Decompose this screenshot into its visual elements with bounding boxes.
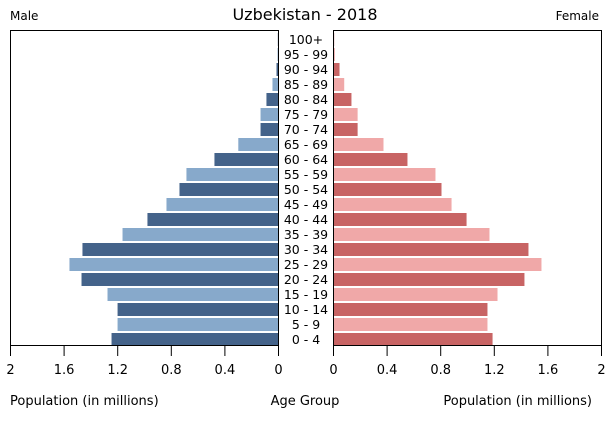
age-group-label: 70 - 74 — [284, 122, 328, 137]
male-plot-frame — [10, 30, 279, 346]
age-group-label: 0 - 4 — [292, 332, 320, 347]
female-bar — [333, 228, 490, 241]
female-bar — [333, 63, 340, 76]
male-bar — [147, 213, 279, 226]
female-bar — [333, 123, 358, 136]
female-tick-label: 0 — [329, 363, 337, 378]
age-group-label: 30 - 34 — [284, 242, 328, 257]
age-group-axis-label: Age Group — [271, 394, 340, 409]
age-group-label: 40 - 44 — [284, 212, 328, 227]
male-bar — [117, 303, 279, 316]
age-group-label: 95 - 99 — [284, 47, 328, 62]
age-group-label: 90 - 94 — [284, 62, 328, 77]
age-group-label: 80 - 84 — [284, 92, 328, 107]
female-bar — [333, 303, 488, 316]
male-bar — [111, 333, 279, 346]
male-bar — [238, 138, 279, 151]
male-tick-label: 0.4 — [215, 363, 236, 378]
female-tick-label: 0.8 — [430, 363, 451, 378]
age-group-label: 5 - 9 — [292, 317, 320, 332]
female-bar — [333, 78, 345, 91]
chart-title: Uzbekistan - 2018 — [232, 5, 377, 24]
female-tick-label: 1.6 — [538, 363, 559, 378]
female-tick-label: 2 — [597, 363, 605, 378]
male-bar — [82, 243, 279, 256]
age-group-label: 85 - 89 — [284, 77, 328, 92]
female-bar — [333, 48, 335, 61]
age-group-label: 75 - 79 — [284, 107, 328, 122]
male-bar — [107, 288, 279, 301]
female-bar — [333, 108, 358, 121]
age-group-label: 100+ — [289, 32, 323, 47]
age-group-label: 15 - 19 — [284, 287, 328, 302]
male-bar — [214, 153, 279, 166]
female-bar — [333, 168, 436, 181]
male-bar — [117, 318, 279, 331]
age-group-label: 60 - 64 — [284, 152, 328, 167]
female-bar — [333, 183, 442, 196]
male-bar — [179, 183, 279, 196]
age-group-label: 20 - 24 — [284, 272, 328, 287]
male-bars — [69, 33, 279, 346]
female-bar — [333, 198, 452, 211]
male-bar — [122, 228, 279, 241]
female-tick-label: 0.4 — [377, 363, 398, 378]
female-bar — [333, 138, 384, 151]
male-axis-label: Population (in millions) — [10, 394, 159, 409]
female-bar — [333, 243, 529, 256]
male-tick-label: 1.6 — [54, 363, 75, 378]
female-bar — [333, 258, 542, 271]
age-group-label: 10 - 14 — [284, 302, 328, 317]
female-axis-label: Population (in millions) — [443, 394, 592, 409]
male-bar — [266, 93, 279, 106]
age-group-label: 35 - 39 — [284, 227, 328, 242]
male-bar — [69, 258, 279, 271]
age-group-label: 65 - 69 — [284, 137, 328, 152]
male-tick-label: 0 — [274, 363, 282, 378]
male-tick-label: 1.2 — [107, 363, 128, 378]
age-group-label: 25 - 29 — [284, 257, 328, 272]
male-bar — [260, 108, 279, 121]
male-bar — [276, 63, 279, 76]
male-tick-label: 0.8 — [161, 363, 182, 378]
female-bar — [333, 93, 352, 106]
age-group-label: 50 - 54 — [284, 182, 328, 197]
female-bar — [333, 213, 467, 226]
female-bars — [333, 33, 542, 346]
male-bar — [260, 123, 279, 136]
female-bar — [333, 288, 498, 301]
female-plot-frame — [333, 30, 602, 346]
female-bar — [333, 318, 488, 331]
female-bar — [333, 273, 525, 286]
age-group-label: 55 - 59 — [284, 167, 328, 182]
male-bar — [186, 168, 279, 181]
female-tick-label: 1.2 — [484, 363, 505, 378]
male-label: Male — [10, 9, 38, 23]
male-x-axis: 0 0.4 0.8 1.2 1.6 2 — [6, 345, 283, 378]
female-label: Female — [556, 9, 599, 23]
male-tick-label: 2 — [6, 363, 14, 378]
male-bar — [272, 78, 279, 91]
male-bar — [81, 273, 279, 286]
female-bar — [333, 153, 408, 166]
female-x-axis: 0 0.4 0.8 1.2 1.6 2 — [329, 345, 606, 378]
age-group-label: 45 - 49 — [284, 197, 328, 212]
male-bar — [166, 198, 279, 211]
female-bar — [333, 333, 493, 346]
